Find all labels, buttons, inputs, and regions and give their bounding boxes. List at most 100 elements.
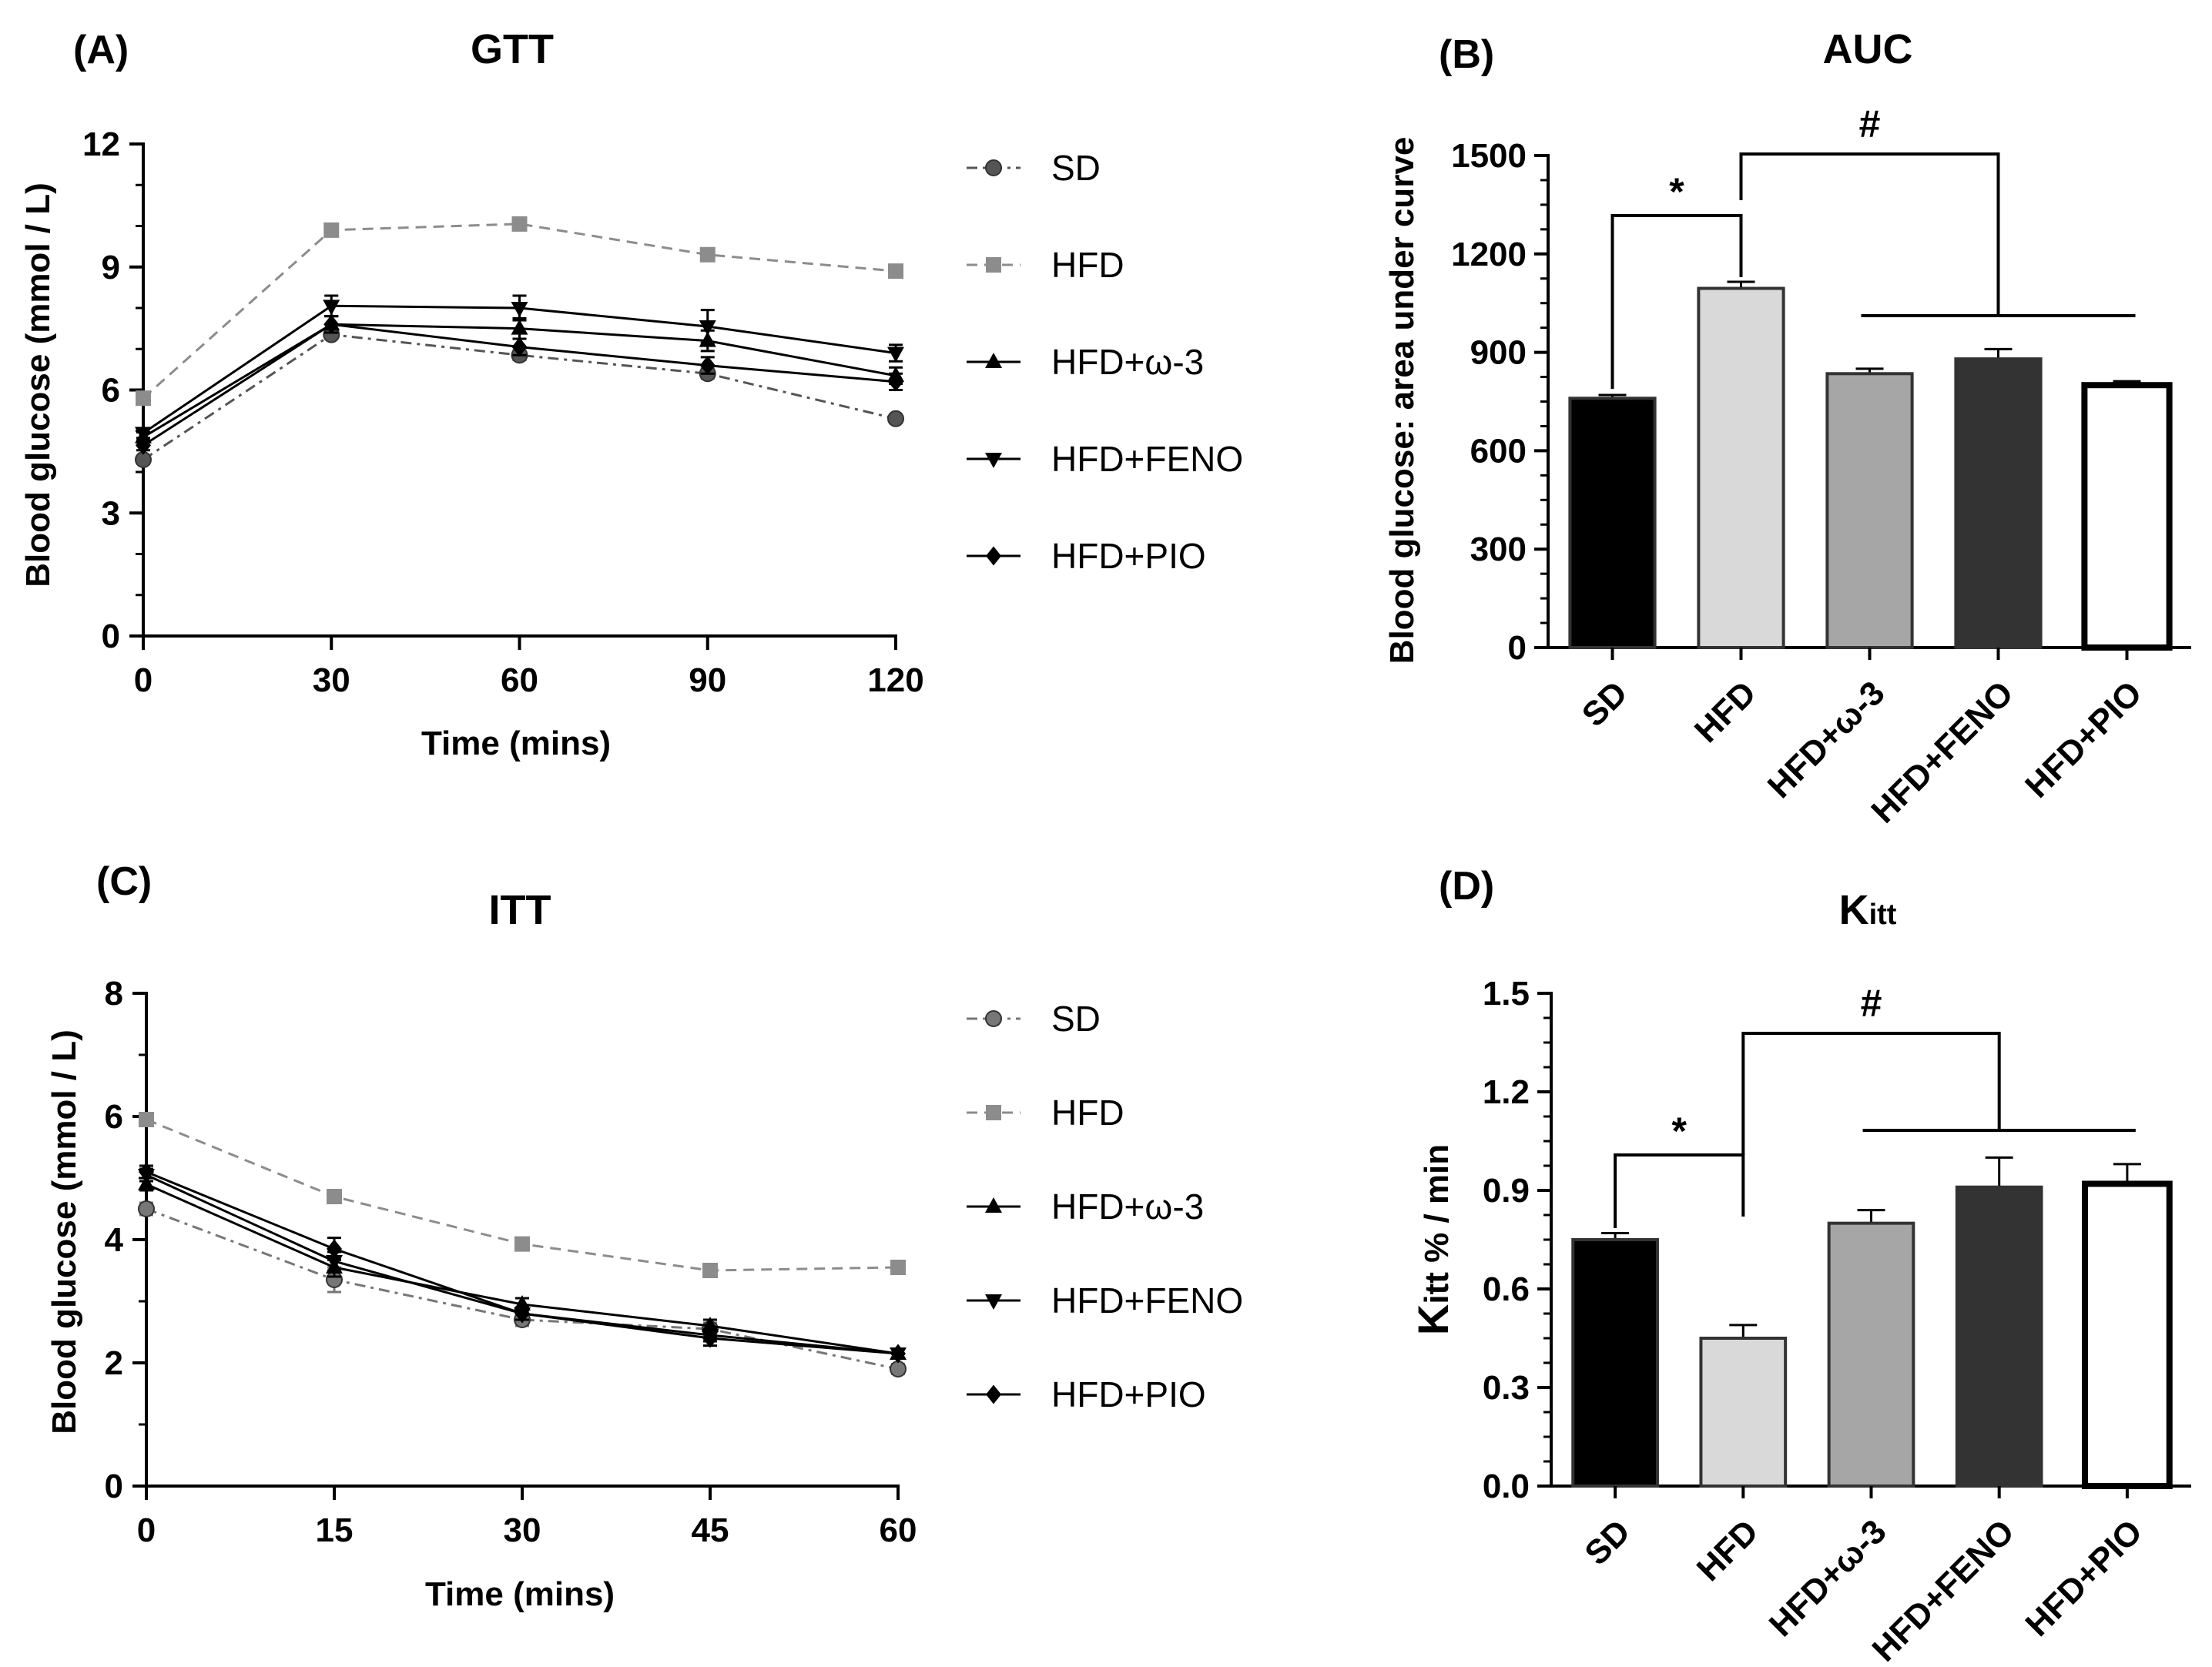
gtt-y-axis-label: Blood glucose (mmol / L) — [19, 182, 57, 587]
legend-label: HFD — [1051, 245, 1124, 285]
data-point — [699, 356, 716, 376]
y-tick-label: 0.3 — [1483, 1369, 1530, 1407]
legend-label: SD — [1051, 999, 1101, 1039]
star-bracket — [1610, 214, 1743, 389]
data-point — [327, 1189, 342, 1204]
star-annotation: * — [1671, 1110, 1687, 1153]
itt-x-axis-label: Time (mins) — [425, 1575, 615, 1613]
x-tick-label: 30 — [313, 661, 350, 699]
data-point — [890, 1344, 906, 1364]
legend-marker-3 — [985, 1294, 1002, 1310]
bar-2 — [1827, 1221, 1915, 1488]
y-tick-label: 1.2 — [1483, 1073, 1530, 1111]
x-tick-label: 60 — [501, 661, 538, 699]
data-point — [511, 216, 528, 232]
data-point — [136, 390, 151, 407]
legend-label: HFD+PIO — [1051, 536, 1206, 576]
y-tick-label: 9 — [102, 249, 120, 286]
hash-annotation: # — [1861, 982, 1882, 1025]
data-point — [888, 372, 903, 392]
legend-label: SD — [1051, 148, 1101, 188]
x-category-label: HFD — [1690, 1512, 1766, 1588]
legend-label: HFD — [1051, 1093, 1124, 1133]
kitt-title-main: K — [1839, 887, 1869, 933]
itt-y-axis-label: Blood glucose (mmol / L) — [45, 1029, 83, 1434]
data-point — [323, 314, 340, 334]
x-category-label: SD — [1575, 674, 1635, 734]
data-point — [323, 222, 340, 238]
x-category-label: HFD+ω-3 — [1761, 674, 1892, 805]
data-point — [135, 427, 152, 443]
y-tick-label: 900 — [1470, 334, 1527, 372]
data-point — [511, 319, 528, 335]
panel-label-b: (B) — [1439, 32, 1494, 77]
x-category-label: HFD — [1687, 674, 1764, 750]
series-line-0 — [142, 333, 897, 461]
data-point — [699, 246, 716, 263]
panel-b-auc-chart: (B) AUC Blood glucose: area under curve … — [1383, 26, 2191, 831]
y-tick-label: 0.6 — [1483, 1270, 1530, 1308]
bar-2 — [1825, 372, 1914, 649]
legend-marker-0 — [985, 159, 1002, 176]
y-tick-label: 0.9 — [1483, 1172, 1530, 1210]
x-tick-label: 30 — [504, 1511, 541, 1549]
x-tick-label: 90 — [689, 661, 726, 699]
y-tick-label: 6 — [102, 372, 120, 410]
legend-marker-2 — [985, 1197, 1002, 1213]
data-point — [890, 1361, 907, 1377]
x-category-label: HFD+PIO — [2018, 674, 2149, 805]
data-point — [139, 1162, 154, 1182]
x-tick-label: 0 — [137, 1511, 156, 1549]
x-tick-label: 120 — [867, 661, 923, 699]
data-point — [139, 1112, 154, 1127]
hash-bracket — [1741, 1032, 2001, 1155]
data-point — [323, 300, 340, 316]
data-point — [888, 263, 903, 280]
panel-label-c: (C) — [96, 859, 152, 904]
data-point — [511, 337, 528, 357]
data-point — [514, 1304, 530, 1324]
panel-label-a: (A) — [73, 28, 129, 72]
panel-c-itt-chart: (C) ITT Time (mins) Blood glucose (mmol … — [45, 859, 1243, 1613]
auc-title: AUC — [1823, 26, 1913, 72]
y-tick-label: 0 — [105, 1468, 123, 1505]
kitt-y-axis-label: Kitt % / min — [1409, 1144, 1457, 1335]
legend-marker-0 — [985, 1010, 1002, 1027]
data-point — [890, 1260, 906, 1275]
kitt-title-sub: itt — [1869, 899, 1897, 931]
gtt-x-axis-label: Time (mins) — [421, 725, 611, 762]
legend-marker-4 — [986, 546, 1001, 566]
star-bracket — [1614, 1153, 1745, 1228]
data-point — [138, 1200, 155, 1217]
x-tick-label: 60 — [880, 1511, 917, 1549]
legend-label: HFD+ω-3 — [1051, 342, 1204, 382]
data-point — [511, 302, 528, 317]
legend-marker-4 — [986, 1384, 1001, 1404]
legend-marker-3 — [985, 453, 1002, 468]
data-point — [136, 435, 151, 455]
legend-label: HFD+PIO — [1051, 1374, 1206, 1414]
y-tick-label: 12 — [82, 126, 120, 163]
kitt-title: Kitt — [1839, 887, 1897, 933]
x-tick-label: 45 — [692, 1511, 729, 1549]
legend-label: HFD+FENO — [1051, 439, 1243, 479]
star-annotation: * — [1669, 170, 1684, 213]
bar-4 — [2081, 382, 2173, 651]
data-point — [702, 1263, 718, 1278]
y-tick-label: 300 — [1470, 531, 1527, 568]
legend-marker-2 — [985, 353, 1002, 368]
data-point — [327, 1239, 342, 1259]
x-category-label: HFD+PIO — [2019, 1512, 2150, 1643]
y-tick-label: 1200 — [1451, 236, 1527, 273]
bar-1 — [1697, 286, 1785, 649]
x-tick-label: 0 — [134, 661, 152, 699]
x-category-label: SD — [1577, 1512, 1637, 1572]
y-tick-label: 8 — [105, 975, 123, 1013]
bar-1 — [1699, 1337, 1788, 1488]
y-tick-label: 0 — [1508, 629, 1527, 667]
legend-label: HFD+ω-3 — [1051, 1187, 1204, 1227]
bar-3 — [1955, 1185, 2043, 1488]
hash-annotation: # — [1859, 102, 1881, 146]
data-point — [887, 410, 904, 427]
